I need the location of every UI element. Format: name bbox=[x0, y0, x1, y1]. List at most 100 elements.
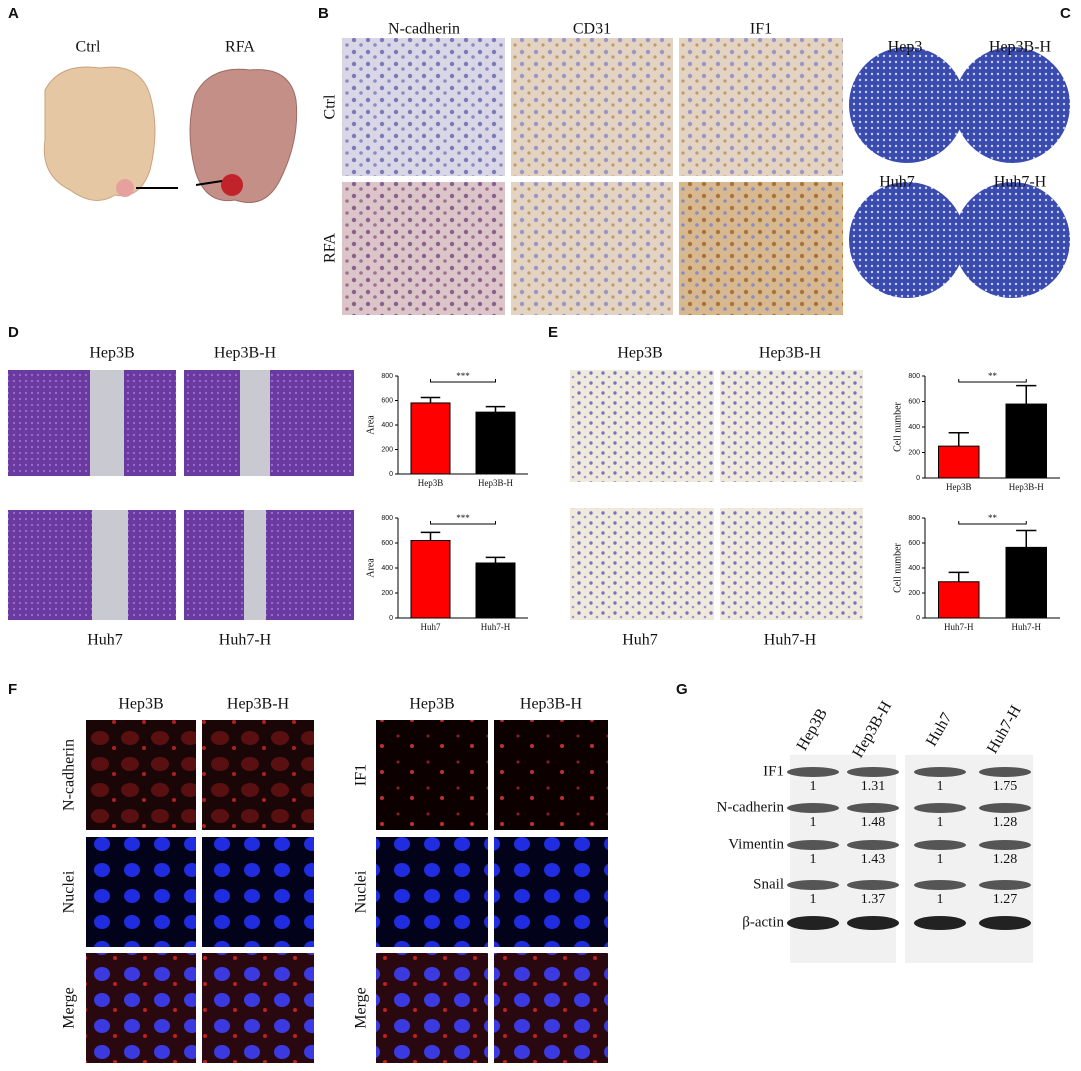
panel-letter: F bbox=[8, 681, 17, 698]
y-tick-label: 600 bbox=[381, 397, 393, 404]
label: Huh7 bbox=[923, 710, 956, 749]
band bbox=[979, 916, 1031, 930]
panel-letter: A bbox=[8, 5, 19, 22]
band bbox=[787, 803, 839, 813]
bar bbox=[475, 411, 516, 475]
bar bbox=[1005, 546, 1047, 619]
y-tick-label: 400 bbox=[381, 422, 393, 429]
label: Merge bbox=[353, 987, 370, 1028]
micrograph bbox=[511, 38, 673, 176]
label: Nuclei bbox=[353, 870, 370, 913]
band bbox=[847, 880, 899, 890]
significance: *** bbox=[456, 513, 470, 523]
x-tick-label: Huh7-H bbox=[944, 622, 974, 632]
x-tick-label: Hep3B bbox=[946, 482, 972, 492]
ratio: 1.75 bbox=[993, 779, 1018, 794]
arrow bbox=[195, 180, 223, 186]
y-tick-label: 0 bbox=[389, 615, 393, 622]
label: IF1 bbox=[353, 764, 370, 786]
liver-ctrl bbox=[43, 66, 156, 201]
label: Huh7-H bbox=[219, 632, 272, 649]
y-axis-label: Cell number bbox=[892, 542, 903, 592]
band bbox=[847, 916, 899, 930]
label: RFA bbox=[322, 233, 339, 263]
tumor-ctrl bbox=[116, 179, 134, 197]
band bbox=[847, 803, 899, 813]
y-tick-label: 800 bbox=[908, 373, 920, 380]
band bbox=[979, 803, 1031, 813]
significance-bracket bbox=[430, 379, 496, 383]
ratio: 1.48 bbox=[861, 815, 886, 830]
tumor-rfa bbox=[221, 174, 243, 196]
label: Merge bbox=[61, 987, 78, 1028]
y-tick-label: 0 bbox=[389, 471, 393, 478]
y-tick-label: 200 bbox=[381, 590, 393, 597]
micrograph bbox=[679, 38, 843, 176]
label: Ctrl bbox=[76, 39, 101, 56]
micrograph bbox=[511, 182, 673, 315]
ratio: 1.43 bbox=[861, 852, 886, 867]
label: Hep3B bbox=[794, 706, 831, 754]
label: Hep3B bbox=[89, 345, 134, 362]
band bbox=[787, 916, 839, 930]
x-tick-label: Hep3B-H bbox=[1009, 482, 1044, 492]
error-bar bbox=[1016, 384, 1037, 405]
y-tick-label: 400 bbox=[908, 565, 920, 572]
micrograph bbox=[342, 38, 505, 176]
ratio: 1 bbox=[937, 815, 944, 830]
y-tick-label: 800 bbox=[908, 515, 920, 522]
panel-letter: B bbox=[318, 5, 329, 22]
bar bbox=[410, 402, 451, 475]
label: Hep3B-H bbox=[759, 345, 822, 362]
label: Huh7 bbox=[879, 174, 915, 191]
band bbox=[787, 840, 839, 850]
ratio: 1 bbox=[810, 892, 817, 907]
label: Hep3B bbox=[617, 345, 662, 362]
bar bbox=[938, 445, 980, 479]
band bbox=[914, 767, 966, 777]
label: Hep3B bbox=[409, 696, 454, 713]
error-bar bbox=[1016, 529, 1037, 548]
ratio: 1 bbox=[810, 779, 817, 794]
x-tick-label: Hep3B bbox=[418, 478, 444, 488]
label: Huh7 bbox=[87, 632, 123, 649]
ratio: 1.28 bbox=[993, 852, 1018, 867]
ratio: 1.27 bbox=[993, 892, 1018, 907]
label: RFA bbox=[225, 39, 255, 56]
significance-bracket bbox=[958, 379, 1027, 383]
y-axis-label: Area bbox=[365, 415, 376, 435]
panel-letter: G bbox=[676, 681, 688, 698]
error-bar bbox=[485, 405, 506, 413]
band bbox=[979, 840, 1031, 850]
ratio: 1 bbox=[937, 852, 944, 867]
band bbox=[979, 880, 1031, 890]
label: Huh7-H bbox=[984, 702, 1025, 756]
label: Hep3B-H bbox=[989, 39, 1052, 56]
plate bbox=[954, 47, 1070, 163]
y-tick-label: 800 bbox=[381, 373, 393, 380]
label: CD31 bbox=[573, 21, 611, 38]
fluorescence-images bbox=[86, 720, 608, 1063]
row-label: IF1 bbox=[763, 763, 784, 779]
label: Hep3B-H bbox=[214, 345, 277, 362]
band bbox=[847, 840, 899, 850]
row-label: Snail bbox=[753, 876, 784, 892]
ratio: 1 bbox=[937, 779, 944, 794]
liver-rfa bbox=[189, 68, 298, 203]
bar bbox=[475, 562, 516, 619]
ratio: 1 bbox=[810, 852, 817, 867]
x-tick-label: Huh7 bbox=[421, 622, 441, 632]
band bbox=[787, 767, 839, 777]
label: Ctrl bbox=[322, 94, 339, 119]
band bbox=[787, 880, 839, 890]
band bbox=[914, 840, 966, 850]
micrograph bbox=[342, 182, 505, 315]
error-bar bbox=[948, 431, 969, 447]
label: Huh7 bbox=[622, 632, 658, 649]
band bbox=[847, 767, 899, 777]
label: Nuclei bbox=[61, 870, 78, 913]
ratio: 1.37 bbox=[861, 892, 886, 907]
significance: *** bbox=[456, 371, 470, 381]
band bbox=[914, 803, 966, 813]
